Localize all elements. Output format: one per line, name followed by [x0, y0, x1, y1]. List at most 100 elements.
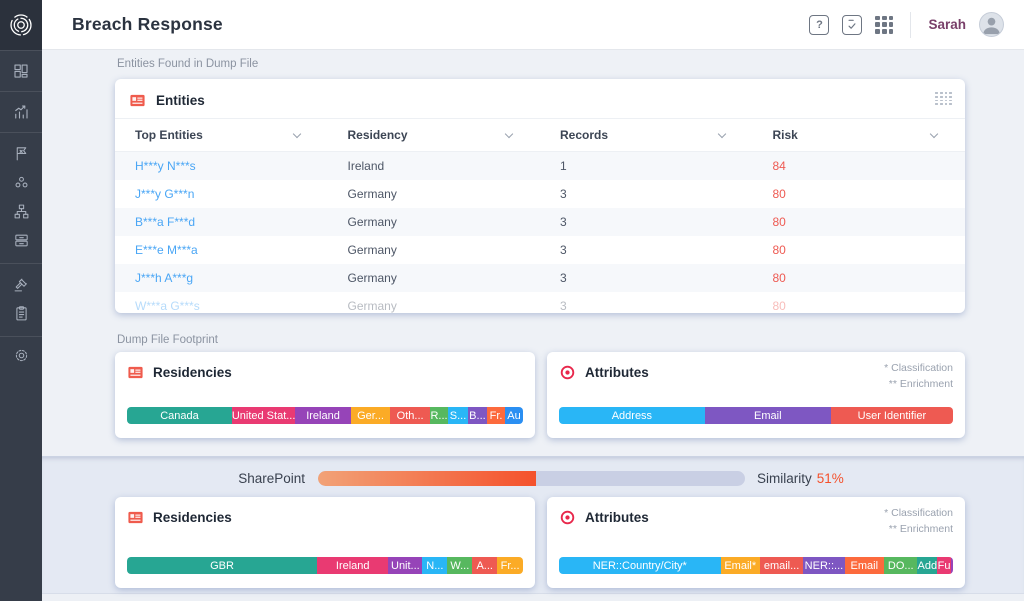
- bar-segment[interactable]: Email: [704, 407, 831, 424]
- table-header-row: Top Entities Residency Records Risk: [115, 118, 965, 152]
- bar-segment[interactable]: S...: [448, 407, 468, 424]
- bar-segment[interactable]: W...: [447, 557, 473, 574]
- entity-name-link[interactable]: E***e M***a: [135, 243, 198, 257]
- table-row: B***a F***d Germany 3 80: [115, 208, 965, 236]
- sidebar-spacer: [0, 255, 42, 263]
- bar-segment[interactable]: Unit...: [388, 557, 423, 574]
- bar-segment[interactable]: N...: [422, 557, 448, 574]
- bar-segment[interactable]: Email*: [720, 557, 760, 574]
- comparison-source-label: SharePoint: [238, 471, 305, 486]
- bar-segment[interactable]: Fr...: [497, 557, 523, 574]
- attribute-distribution-bar: Address Email User Identifier: [559, 407, 953, 424]
- sidebar-divider: [0, 132, 42, 133]
- tasks-button[interactable]: [842, 14, 863, 35]
- sidebar-item-hierarchy[interactable]: [0, 197, 42, 226]
- tasks-icon: [842, 14, 863, 35]
- table-view-options-button[interactable]: [935, 92, 952, 105]
- bar-segment[interactable]: email...: [759, 557, 804, 574]
- table-row: J***y G***n Germany 3 80: [115, 180, 965, 208]
- bar-segment[interactable]: User Identifier: [830, 407, 953, 424]
- risk-cell: 80: [772, 215, 786, 229]
- card-title: Residencies: [153, 365, 232, 380]
- chevron-down-icon: [292, 129, 301, 139]
- bar-segment[interactable]: NER::Country/City*: [559, 557, 721, 574]
- legend-enrichment: ** Enrichment: [888, 377, 953, 390]
- entity-name-link[interactable]: B***a F***d: [135, 215, 196, 229]
- apps-button[interactable]: [875, 15, 894, 34]
- bar-segment[interactable]: Ireland: [317, 557, 389, 574]
- residency-cell: Germany: [347, 271, 397, 285]
- residency-distribution-bar: GBR Ireland Unit... N... W... A... Fr...: [127, 557, 523, 574]
- bar-segment[interactable]: NER::...: [803, 557, 845, 574]
- sidebar-divider: [0, 336, 42, 337]
- card-header: Residencies: [115, 352, 535, 381]
- clipboard-icon: [15, 306, 27, 321]
- entity-name-link[interactable]: J***h A***g: [135, 271, 194, 285]
- column-label: Residency: [347, 128, 408, 142]
- column-header-risk[interactable]: Risk: [752, 118, 965, 152]
- person-icon: [983, 17, 1000, 35]
- legend: * Classification ** Enrichment: [884, 361, 953, 393]
- sidebar-item-dashboard[interactable]: [0, 51, 42, 91]
- entity-name-link[interactable]: J***y G***n: [135, 187, 195, 201]
- bar-segment[interactable]: Fr.: [486, 407, 506, 424]
- id-card-icon: [128, 511, 143, 524]
- risk-cell: 80: [772, 187, 786, 201]
- bar-segment[interactable]: [950, 557, 953, 574]
- residencies-card-bottom: Residencies GBR Ireland Unit... N... W..…: [115, 497, 535, 588]
- bar-segment[interactable]: Fu: [937, 557, 951, 574]
- bar-segment[interactable]: GBR: [127, 557, 318, 574]
- sidebar-item-analytics[interactable]: [0, 92, 42, 132]
- chevron-down-icon: [717, 129, 726, 139]
- attributes-card-bottom: Attributes * Classification ** Enrichmen…: [547, 497, 965, 588]
- similarity-bar: [318, 471, 745, 486]
- bar-segment[interactable]: Address: [559, 407, 705, 424]
- sidebar-item-groups[interactable]: [0, 168, 42, 197]
- topbar: Breach Response ? Sarah: [42, 0, 1024, 50]
- archive-icon: [14, 234, 28, 247]
- help-button[interactable]: ?: [809, 14, 830, 35]
- records-cell: 3: [560, 243, 567, 257]
- bar-segment[interactable]: Ger...: [350, 407, 391, 424]
- table-row: J***h A***g Germany 3 80: [115, 264, 965, 292]
- sidebar-item-flags[interactable]: [0, 139, 42, 168]
- sidebar-item-settings[interactable]: [0, 337, 42, 373]
- entity-name-link[interactable]: H***y N***s: [135, 159, 196, 173]
- sidebar-item-legal[interactable]: [0, 270, 42, 299]
- records-cell: 3: [560, 187, 567, 201]
- bar-segment[interactable]: A...: [472, 557, 498, 574]
- sidebar-item-reports[interactable]: [0, 299, 42, 328]
- residency-distribution-bar: Canada United Stat... Ireland Ger... Oth…: [127, 407, 523, 424]
- attribute-distribution-bar: NER::Country/City* Email* email... NER::…: [559, 557, 953, 574]
- sidebar-item-archive[interactable]: [0, 226, 42, 255]
- bar-segment[interactable]: Ireland: [295, 407, 351, 424]
- bar-segment[interactable]: B...: [467, 407, 487, 424]
- app-logo[interactable]: [0, 0, 42, 50]
- groups-icon: [15, 176, 27, 188]
- bar-segment[interactable]: DO...: [884, 557, 918, 574]
- help-icon: ?: [809, 14, 830, 35]
- column-label: Top Entities: [135, 128, 203, 142]
- bar-segment[interactable]: Email: [844, 557, 884, 574]
- bar-segment[interactable]: Canada: [127, 407, 232, 424]
- bar-segment[interactable]: United Stat...: [231, 407, 296, 424]
- sidebar: [0, 0, 42, 601]
- column-header-top-entities[interactable]: Top Entities: [115, 118, 328, 152]
- column-header-records[interactable]: Records: [540, 118, 753, 152]
- residency-cell: Germany: [347, 187, 397, 201]
- column-header-residency[interactable]: Residency: [327, 118, 540, 152]
- similarity-fill: [318, 471, 536, 486]
- bar-segment[interactable]: R...: [429, 407, 449, 424]
- bar-segment[interactable]: Add: [917, 557, 938, 574]
- residency-cell: Germany: [347, 243, 397, 257]
- entity-name-link[interactable]: W***a G***s: [135, 299, 200, 313]
- user-name[interactable]: Sarah: [928, 17, 966, 32]
- entities-card: Entities Top Entities Residency: [115, 79, 965, 313]
- flag-icon: [16, 147, 26, 161]
- avatar[interactable]: [979, 12, 1004, 37]
- bar-segment[interactable]: Oth...: [390, 407, 430, 424]
- risk-cell: 80: [772, 243, 786, 257]
- bar-segment[interactable]: Au: [505, 407, 523, 424]
- bullseye-icon: [560, 510, 575, 525]
